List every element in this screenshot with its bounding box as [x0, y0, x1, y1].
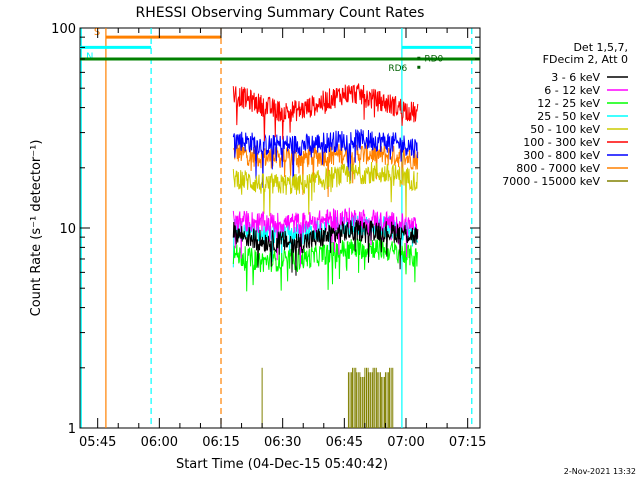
legend-entry-label: 7000 - 15000 keV	[502, 175, 600, 188]
footer-date: 2-Nov-2021 13:32	[564, 467, 636, 476]
y-tick-label: 100	[51, 22, 76, 37]
marker-label: RD6	[388, 64, 407, 74]
x-axis-label: Start Time (04-Dec-15 05:40:42)	[176, 457, 388, 472]
series-line-800-7000kev	[232, 142, 419, 198]
y-tick-label: 1	[68, 422, 76, 437]
y-axis-label: Count Rate (s⁻¹ detector⁻¹)	[29, 140, 44, 317]
x-tick-label: 05:45	[79, 435, 116, 450]
legend-entry-label: 100 - 300 keV	[523, 136, 600, 149]
series-line-100-300kev	[232, 83, 419, 141]
series-line-3-6kev	[232, 219, 419, 276]
legend-header: Det 1,5,7,	[573, 41, 628, 54]
legend-entry-label: 6 - 12 keV	[544, 84, 600, 97]
chart-title: RHESSI Observing Summary Count Rates	[136, 5, 425, 21]
legend-entry-label: 800 - 7000 keV	[516, 162, 600, 175]
x-tick-label: 06:45	[326, 435, 363, 450]
x-tick-label: 07:15	[449, 435, 486, 450]
x-tick-label: 07:00	[387, 435, 424, 450]
marker-label: RD0	[424, 55, 443, 65]
series-line-300-800kev	[232, 129, 419, 188]
series-line-50-100kev	[232, 161, 419, 219]
legend-entry-label: 300 - 800 keV	[523, 149, 600, 162]
marker-point	[417, 65, 421, 69]
legend-entry-label: 25 - 50 keV	[537, 110, 600, 123]
legend-entry-label: 12 - 25 keV	[537, 97, 600, 110]
legend-header: FDecim 2, Att 0	[543, 53, 628, 66]
orbit-bar-label: S	[94, 27, 100, 38]
y-tick-label: 10	[59, 222, 76, 237]
x-tick-label: 06:15	[202, 435, 239, 450]
legend-entry-label: 3 - 6 keV	[551, 71, 600, 84]
marker-point	[417, 56, 421, 60]
plot-area: S N RD0 RD6 1 10 100 05:45 06:00 06:15 06:30 06:45 0…	[51, 22, 486, 450]
orbit-bar-label: N	[86, 51, 93, 62]
series-spikes-7000-15000-kev	[261, 367, 394, 428]
series-line-6-12kev	[232, 207, 419, 267]
x-tick-label: 06:00	[141, 435, 178, 450]
x-tick-label: 06:30	[264, 435, 301, 450]
legend-entry-label: 50 - 100 keV	[530, 123, 600, 136]
